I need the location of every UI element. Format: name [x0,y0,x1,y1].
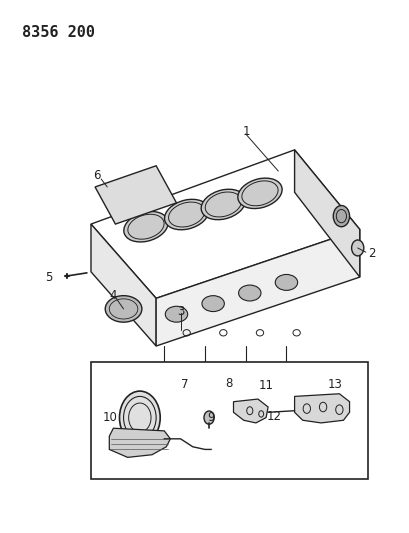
Polygon shape [91,224,156,346]
Text: 8: 8 [225,377,233,390]
Text: 9: 9 [207,411,214,424]
Ellipse shape [351,240,363,256]
Text: 12: 12 [266,409,281,423]
Text: 7: 7 [180,378,188,391]
Text: 1: 1 [242,125,249,138]
Polygon shape [233,399,267,423]
Text: 3: 3 [176,305,184,318]
Bar [91,362,367,479]
Text: 5: 5 [45,271,52,284]
Text: 10: 10 [102,411,117,424]
Ellipse shape [333,206,349,227]
Polygon shape [109,428,170,457]
Text: 2: 2 [367,247,375,260]
Ellipse shape [105,296,142,322]
Polygon shape [156,229,359,346]
Polygon shape [294,150,359,277]
Ellipse shape [238,285,261,301]
Ellipse shape [274,274,297,290]
Ellipse shape [164,199,208,230]
Text: 6: 6 [93,169,101,182]
Text: 11: 11 [258,379,273,392]
Text: 13: 13 [327,378,342,391]
Ellipse shape [204,411,213,424]
Polygon shape [95,166,176,224]
Polygon shape [294,394,349,423]
Ellipse shape [165,306,187,322]
Ellipse shape [202,296,224,312]
Ellipse shape [119,391,160,444]
Ellipse shape [237,178,281,208]
Text: 8356 200: 8356 200 [22,25,94,41]
Ellipse shape [201,189,245,220]
Polygon shape [91,150,359,298]
Text: 4: 4 [109,289,117,302]
Ellipse shape [124,212,168,242]
